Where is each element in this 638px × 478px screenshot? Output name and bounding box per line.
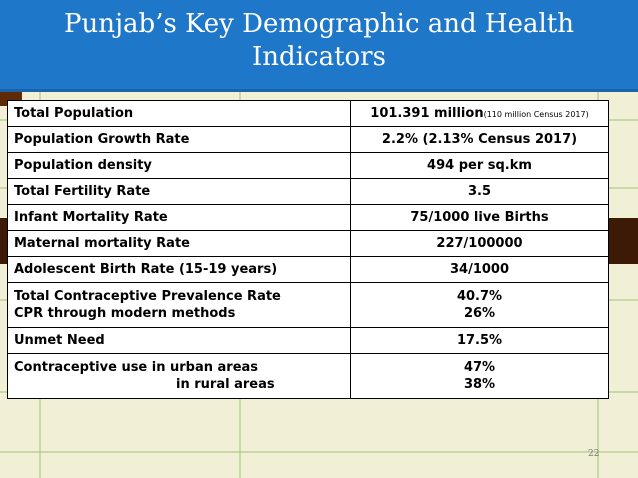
row-label: Population density — [7, 152, 351, 179]
row-value-line: 47% — [463, 360, 496, 375]
table-row: Unmet Need 17.5% — [7, 327, 609, 354]
row-label: Total Fertility Rate — [7, 178, 351, 205]
table-row: Infant Mortality Rate 75/1000 live Birth… — [7, 204, 609, 231]
slide-title: Punjab’s Key Demographic and Health Indi… — [0, 8, 638, 74]
title-band: Punjab’s Key Demographic and Health Indi… — [0, 0, 638, 92]
row-label: Population Growth Rate — [7, 126, 351, 153]
slide-title-line-2: Indicators — [252, 42, 386, 72]
row-value: 101.391 million(110 million Census 2017) — [350, 100, 609, 127]
table-row: Maternal mortality Rate 227/100000 — [7, 230, 609, 257]
table-row: Population Growth Rate 2.2% (2.13% Censu… — [7, 126, 609, 153]
row-value: 75/1000 live Births — [350, 204, 609, 231]
table-row: Contraceptive use in urban areas in rura… — [7, 353, 609, 399]
row-value: 2.2% (2.13% Census 2017) — [350, 126, 609, 153]
slide-title-line-1: Punjab’s Key Demographic and Health — [64, 9, 574, 39]
row-value-line: 40.7% — [456, 289, 503, 304]
row-label-indented: in rural areas — [176, 377, 275, 392]
row-label-line: Contraceptive use in urban areas — [14, 360, 259, 375]
value-note: (110 million Census 2017) — [483, 109, 589, 119]
row-value: 17.5% — [350, 327, 609, 354]
table-row: Total Fertility Rate 3.5 — [7, 178, 609, 205]
table-row: Total Contraceptive Prevalence Rate CPR … — [7, 282, 609, 328]
value-text: 101.391 million — [370, 105, 484, 121]
row-value-line: 26% — [463, 306, 496, 321]
row-value: 47% 38% — [350, 353, 609, 399]
indicators-table: Total Population 101.391 million(110 mil… — [7, 100, 609, 399]
row-label: Unmet Need — [7, 327, 351, 354]
row-label-line: CPR through modern methods — [14, 306, 236, 321]
table-row: Total Population 101.391 million(110 mil… — [7, 100, 609, 127]
row-label: Contraceptive use in urban areas in rura… — [7, 353, 351, 399]
row-label-line: Total Contraceptive Prevalence Rate — [14, 289, 281, 304]
table-row: Adolescent Birth Rate (15-19 years) 34/1… — [7, 256, 609, 283]
row-value: 34/1000 — [350, 256, 609, 283]
table-row: Population density 494 per sq.km — [7, 152, 609, 179]
page-number: 22 — [588, 449, 600, 459]
row-value-line: 38% — [463, 377, 496, 392]
row-label: Total Population — [7, 100, 351, 127]
row-label-line: in rural areas — [14, 376, 344, 393]
row-label: Adolescent Birth Rate (15-19 years) — [7, 256, 351, 283]
row-value: 3.5 — [350, 178, 609, 205]
row-value: 40.7% 26% — [350, 282, 609, 328]
row-label: Infant Mortality Rate — [7, 204, 351, 231]
row-label: Total Contraceptive Prevalence Rate CPR … — [7, 282, 351, 328]
row-value: 494 per sq.km — [350, 152, 609, 179]
row-label: Maternal mortality Rate — [7, 230, 351, 257]
row-value: 227/100000 — [350, 230, 609, 257]
